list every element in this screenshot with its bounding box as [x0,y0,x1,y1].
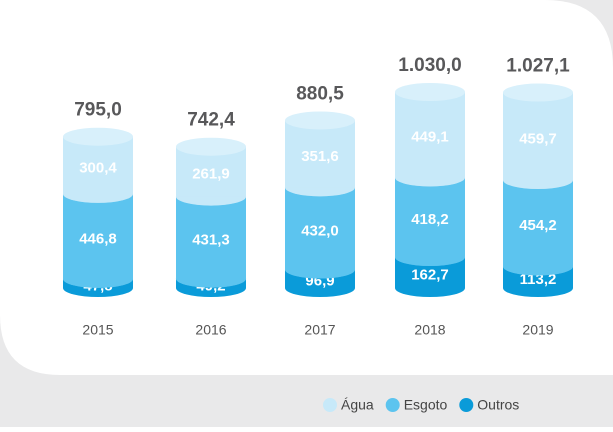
legend-label: Água [341,397,374,413]
cylinder-top [176,137,246,156]
x-tick-label: 2015 [82,322,113,338]
legend-label: Esgoto [404,397,448,413]
value-label: 162,7 [411,266,449,283]
value-label: 449,1 [411,129,449,146]
value-label: 459,7 [519,130,557,147]
x-tick-label: 2018 [414,322,445,338]
value-label: 351,6 [301,148,339,165]
cylinder-top [503,83,573,102]
value-label: 113,2 [520,271,557,288]
x-tick-label: 2016 [195,322,226,338]
value-label: 431,3 [192,232,230,249]
x-tick-label: 2017 [304,322,335,338]
x-tick-label: 2019 [522,322,553,338]
total-label: 742,4 [187,110,235,131]
cylinder-segment [176,196,246,279]
legend-label: Outros [477,397,519,413]
value-label: 418,2 [411,211,449,228]
legend-swatch [323,398,337,412]
value-label: 300,4 [79,159,117,176]
cylinder-segment [63,193,133,279]
value-label: 454,2 [519,217,557,234]
total-label: 1.027,1 [506,56,570,77]
cylinder-segment [63,136,133,194]
cylinder-segment [395,177,465,258]
cylinder-segment [285,187,355,270]
cylinder-top [285,111,355,130]
legend-swatch [459,398,474,412]
value-label: 261,9 [192,166,230,183]
legend-swatch [385,398,400,412]
cylinder-segment [503,92,573,181]
cylinder-top [63,127,133,146]
cylinder-segment [285,120,355,188]
cylinder-top [395,83,465,101]
value-label: 446,8 [79,230,117,247]
total-label: 795,0 [74,100,122,121]
total-label: 1.030,0 [398,55,461,76]
value-label: 432,0 [301,222,339,239]
total-label: 880,5 [296,83,344,104]
cylinder-segment [395,92,465,178]
cylinder-segment [503,180,573,267]
